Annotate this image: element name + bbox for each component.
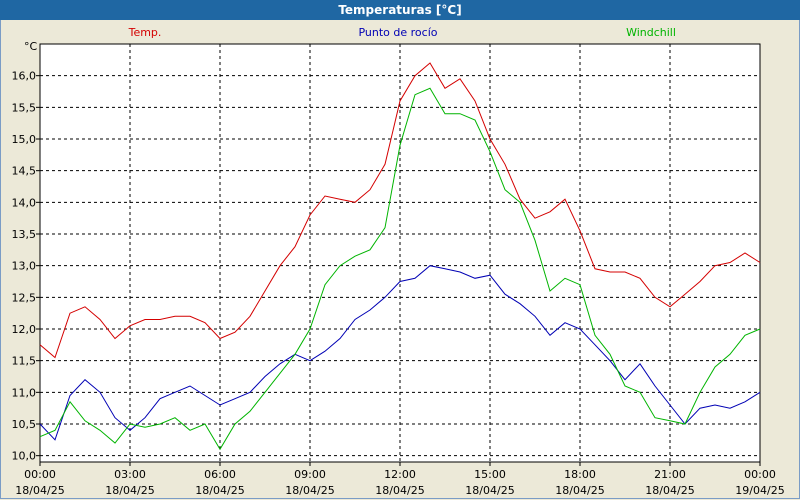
series-line-2 (39, 87, 761, 451)
x-tick-date-label: 18/04/25 (285, 484, 334, 497)
y-tick-label: 15,5 (12, 101, 37, 114)
x-tick-time-label: 21:00 (654, 468, 686, 481)
x-tick-date-label: 18/04/25 (375, 484, 424, 497)
x-tick-time-label: 09:00 (294, 468, 326, 481)
axes: 10,0 10,5 11,0 11,5 12,0 12,5 13,0 13,5 14,0 14,5… (12, 43, 785, 497)
y-tick-label: 11,0 (12, 386, 37, 399)
series-layer (39, 62, 761, 451)
y-tick-label: 15,0 (12, 133, 37, 146)
x-tick-time-label: 06:00 (204, 468, 236, 481)
y-tick-label: 13,5 (12, 228, 37, 241)
x-tick-time-label: 12:00 (384, 468, 416, 481)
x-tick-date-label: 18/04/25 (105, 484, 154, 497)
y-tick-label: 10,0 (12, 450, 37, 463)
grid (40, 44, 760, 462)
y-tick-label: 14,0 (12, 196, 37, 209)
series-line-1 (39, 265, 761, 441)
x-tick-time-label: 00:00 (24, 468, 56, 481)
y-tick-label: 16,0 (12, 70, 37, 83)
legend-entry-2: Windchill (626, 26, 676, 39)
x-tick-time-label: 18:00 (564, 468, 596, 481)
x-tick-date-label: 18/04/25 (555, 484, 604, 497)
x-tick-date-label: 19/04/25 (735, 484, 784, 497)
legend: Temp. Punto de rocío Windchill (128, 26, 676, 39)
x-tick-date-label: 18/04/25 (15, 484, 64, 497)
y-tick-label: 12,5 (12, 291, 37, 304)
x-tick-time-label: 15:00 (474, 468, 506, 481)
x-tick-date-label: 18/04/25 (645, 484, 694, 497)
x-tick-date-label: 18/04/25 (465, 484, 514, 497)
x-tick-date-label: 18/04/25 (195, 484, 244, 497)
legend-entry-0: Temp. (128, 26, 162, 39)
x-tick-time-label: 03:00 (114, 468, 146, 481)
y-tick-label: 10,5 (12, 418, 37, 431)
y-tick-label: 12,0 (12, 323, 37, 336)
series-line-0 (39, 62, 761, 359)
y-tick-label: 13,0 (12, 260, 37, 273)
legend-entry-1: Punto de rocío (358, 26, 437, 39)
y-tick-label: 14,5 (12, 165, 37, 178)
x-tick-time-label: 00:00 (744, 468, 776, 481)
chart-title: Temperaturas [°C] (0, 0, 800, 20)
y-tick-label: 11,5 (12, 355, 37, 368)
y-axis-label: °C (24, 40, 38, 53)
plot-border (39, 43, 761, 463)
